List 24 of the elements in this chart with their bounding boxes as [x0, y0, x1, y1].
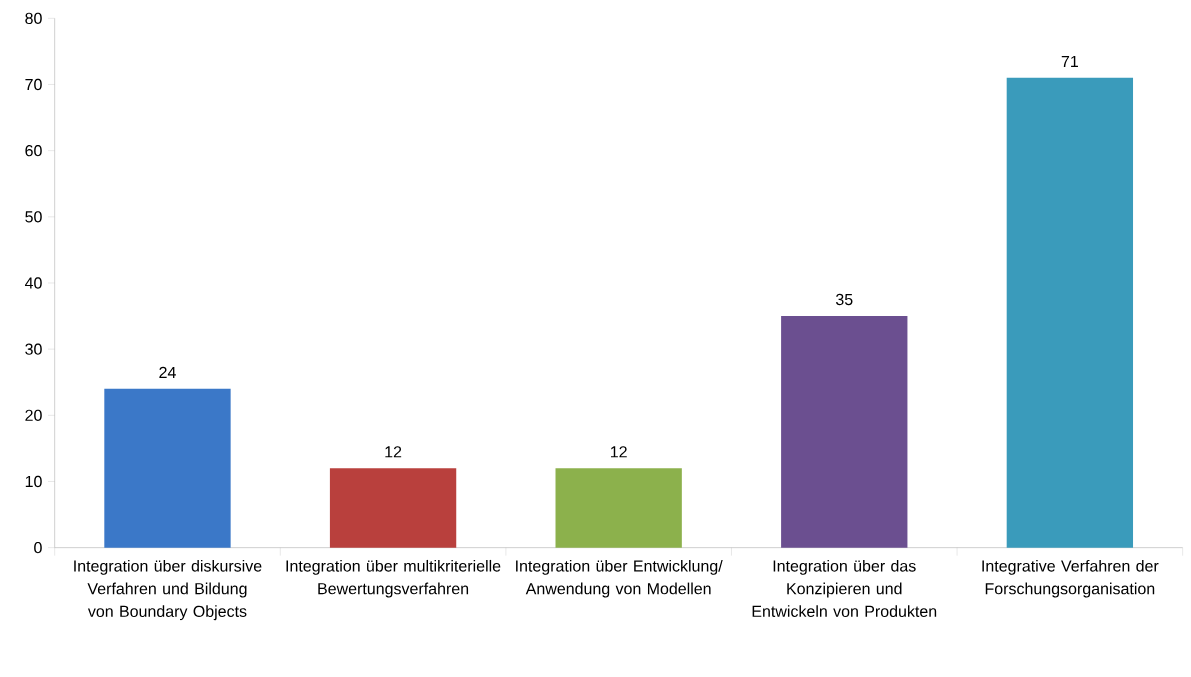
data-label: 24 — [159, 366, 176, 378]
y-tick-label: 30 — [25, 343, 42, 355]
y-tick-label: 0 — [34, 541, 42, 554]
bar — [1006, 77, 1134, 548]
bar — [329, 468, 457, 548]
data-label: 12 — [610, 446, 627, 458]
bar — [781, 316, 908, 548]
y-tick-label: 40 — [24, 277, 42, 289]
y-tick-label: 70 — [25, 78, 42, 91]
x-tick-label: Integration über diskursive Verfahren und Bildung von Boundary Objects — [74, 559, 262, 621]
bar — [104, 388, 231, 548]
x-tick-label: Integration über Entwicklung/ Anwendung von Modellen — [516, 559, 723, 598]
y-tick-label: 10 — [25, 475, 42, 488]
bar — [555, 468, 682, 548]
y-tick-label: 50 — [25, 211, 42, 223]
x-tick-label: Integrative Verfahren der Forschungsorganisation — [982, 559, 1159, 598]
data-label: 12 — [385, 446, 402, 458]
data-label: 71 — [1061, 55, 1078, 67]
y-tick-label: 80 — [25, 12, 42, 24]
y-tick-label: 60 — [25, 145, 42, 157]
x-tick-label: Integration über multikriterielle Bewertungsverfahren — [286, 559, 501, 598]
data-label: 35 — [835, 293, 853, 306]
y-tick-label: 20 — [25, 409, 42, 421]
x-tick-label: Integration über das Konzipieren und Entwickeln von Produkten — [752, 559, 937, 617]
